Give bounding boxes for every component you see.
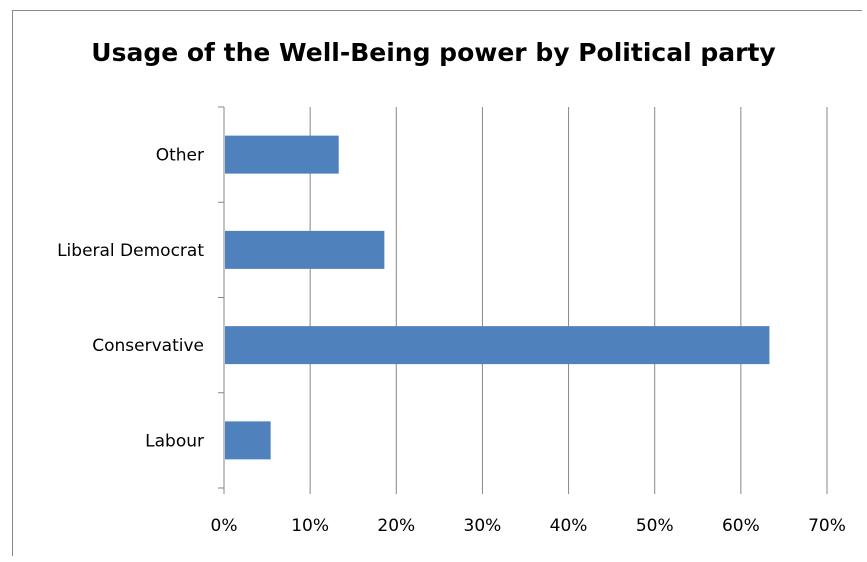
gridlines bbox=[309, 107, 828, 488]
bars bbox=[225, 135, 770, 460]
x-tick-label: 0% bbox=[211, 516, 238, 536]
y-category-label: Other bbox=[156, 146, 204, 166]
bar bbox=[225, 421, 271, 460]
x-tick-label: 70% bbox=[808, 516, 846, 536]
x-tick-label: 10% bbox=[291, 516, 329, 536]
x-tick-label: 30% bbox=[464, 516, 502, 536]
x-tick-label: 50% bbox=[636, 516, 674, 536]
y-category-label: Labour bbox=[145, 431, 204, 451]
chart-title: Usage of the Well-Being power by Politic… bbox=[91, 38, 776, 67]
bar bbox=[225, 230, 385, 269]
x-tick-label: 40% bbox=[550, 516, 588, 536]
axes bbox=[218, 106, 828, 494]
x-tick-label: 20% bbox=[377, 516, 415, 536]
bar bbox=[225, 135, 339, 174]
bar bbox=[225, 326, 770, 365]
tick-labels: 0% 10% 20% 30% 40% 50% 60% 70% Labour Conservativ… bbox=[57, 146, 846, 536]
x-tick-label: 60% bbox=[722, 516, 760, 536]
y-category-label: Conservative bbox=[92, 336, 204, 356]
y-category-label: Liberal Democrat bbox=[57, 241, 204, 261]
chart-frame bbox=[12, 10, 862, 556]
